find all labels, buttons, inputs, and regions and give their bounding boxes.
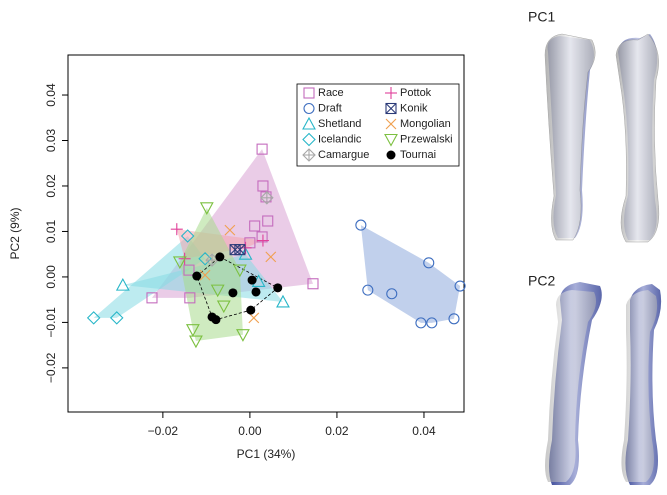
point: [273, 283, 282, 292]
point: [246, 306, 255, 315]
legend-label: Icelandic: [318, 133, 362, 145]
legend-label: Pottok: [400, 87, 432, 99]
plot: −0.02 0.00 0.02 0.04 −0.02 −0.01 0.00 0.01 0.02 0…: [8, 55, 465, 461]
point-part: [228, 288, 237, 297]
y-tick-label: 0.02: [44, 174, 58, 198]
legend-label: Camargue: [318, 149, 369, 161]
legend-marker: [387, 151, 396, 160]
point-part: [251, 287, 260, 296]
legend-label: Race: [318, 87, 344, 99]
y-tick-label: 0.01: [44, 219, 58, 243]
y-tick-label: 0.03: [44, 128, 58, 152]
panel-label: PC1: [528, 9, 555, 25]
x-tick-label: −0.02: [148, 424, 179, 438]
legend-label: Konik: [400, 102, 428, 114]
y-tick-label: −0.02: [44, 352, 58, 383]
bone-pc2-b: [621, 284, 661, 485]
point: [251, 287, 260, 296]
point: [211, 315, 220, 324]
legend: Race Draft Shetland Icelandic Camargue Pottok…: [297, 84, 459, 166]
point-part: [246, 306, 255, 315]
point-part: [248, 276, 257, 285]
point-part: [192, 272, 201, 281]
hull: [361, 225, 460, 323]
y-tick-label: −0.01: [44, 307, 58, 338]
y-tick-label: 0.00: [44, 265, 58, 289]
point: [192, 272, 201, 281]
bone-pc1-b: [616, 34, 659, 242]
bone-pc1-a: [545, 34, 595, 240]
legend-label: Shetland: [318, 118, 361, 130]
panel-label: PC2: [528, 273, 555, 289]
legend-label: Tournai: [400, 149, 436, 161]
figure: −0.02 0.00 0.02 0.04 −0.02 −0.01 0.00 0.01 0.02 0…: [0, 0, 667, 490]
y-axis-label: PC2 (9%): [8, 207, 22, 259]
side-panel: PC1 PC2: [528, 9, 661, 485]
legend-marker-part: [387, 151, 396, 160]
x-tick-label: 0.02: [325, 424, 349, 438]
point-part: [273, 283, 282, 292]
point: [248, 276, 257, 285]
x-axis-label: PC1 (34%): [237, 447, 296, 461]
bone-pc2-a: [545, 282, 602, 485]
x-tick-label: 0.04: [412, 424, 436, 438]
legend-label: Przewalski: [400, 133, 453, 145]
point-part: [211, 315, 220, 324]
x-tick-label: 0.00: [238, 424, 262, 438]
point: [215, 252, 224, 261]
y-tick-label: 0.04: [44, 83, 58, 107]
legend-label: Draft: [318, 102, 342, 114]
legend-label: Mongolian: [400, 118, 451, 130]
point: [228, 288, 237, 297]
point-part: [215, 252, 224, 261]
